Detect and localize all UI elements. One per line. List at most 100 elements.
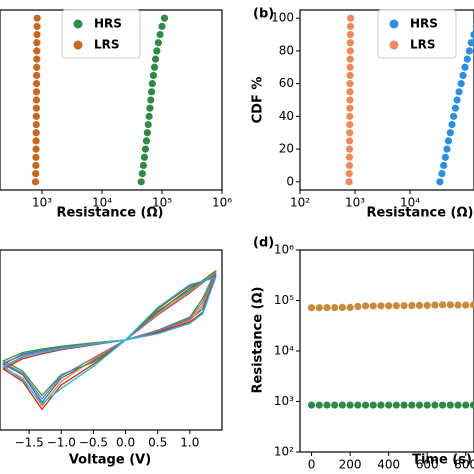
y-tick-label: 10⁵: [274, 293, 294, 307]
y-tick-label: 100: [271, 11, 294, 25]
data-point: [33, 55, 41, 63]
data-point: [400, 302, 408, 310]
iv-curve: [2, 275, 217, 411]
legend-label: LRS: [410, 38, 436, 52]
data-point: [346, 71, 354, 80]
data-point: [443, 145, 451, 153]
y-tick-label: 10³: [274, 394, 294, 408]
x-tick-label: 10⁵: [152, 196, 172, 210]
data-point: [459, 71, 467, 80]
data-point: [346, 39, 354, 47]
data-point: [32, 88, 41, 96]
data-point: [154, 39, 162, 47]
x-tick-label: 0.0: [116, 436, 135, 450]
legend-marker: [73, 40, 83, 50]
data-point: [408, 401, 416, 409]
data-point: [346, 401, 354, 409]
data-point: [346, 47, 354, 55]
data-point: [436, 178, 444, 186]
data-point: [469, 401, 474, 409]
legend-label: LRS: [94, 38, 120, 52]
data-point: [346, 112, 354, 120]
x-tick-label: 0: [308, 458, 316, 472]
data-point: [32, 120, 40, 129]
panel-label: (d): [253, 236, 274, 251]
data-point: [33, 14, 41, 22]
data-point: [32, 96, 41, 104]
y-tick-label: 20: [279, 142, 294, 156]
data-point: [153, 47, 161, 55]
x-tick-label: 0.5: [148, 436, 167, 450]
data-point: [423, 301, 431, 309]
data-point: [469, 301, 474, 309]
data-point: [32, 153, 40, 161]
x-axis-label: Time (s): [412, 453, 472, 468]
data-point: [446, 129, 454, 137]
data-point: [439, 401, 447, 409]
y-axis-label: CDF %: [251, 77, 266, 124]
data-point: [462, 301, 470, 309]
data-point: [139, 161, 148, 170]
plot-area: [1, 270, 217, 411]
data-point: [392, 302, 400, 310]
data-point: [408, 301, 416, 310]
data-point: [369, 401, 377, 409]
data-point: [400, 401, 408, 409]
x-tick-label: 600: [416, 458, 439, 472]
data-point: [147, 96, 155, 104]
data-point: [315, 304, 323, 312]
data-point: [323, 303, 331, 312]
y-tick-label: 80: [279, 43, 294, 57]
data-point: [455, 88, 463, 96]
y-tick-label: 10²: [274, 445, 294, 459]
data-point: [32, 104, 40, 112]
legend-label: HRS: [410, 17, 438, 31]
data-point: [345, 178, 353, 186]
y-tick-label: 0: [286, 174, 294, 188]
data-point: [346, 22, 355, 30]
data-point: [149, 71, 158, 80]
data-point: [346, 104, 354, 112]
data-point: [323, 401, 331, 409]
data-point: [32, 145, 40, 153]
data-point: [463, 55, 471, 63]
plot-frame: [0, 249, 223, 431]
data-point: [331, 401, 339, 409]
data-point: [33, 30, 41, 39]
data-point: [377, 401, 385, 409]
data-point: [354, 401, 362, 409]
data-point: [462, 401, 470, 409]
x-tick-label: −1.0: [47, 436, 76, 450]
data-point: [415, 401, 424, 409]
data-point: [440, 161, 448, 170]
plot-area: [307, 301, 474, 409]
data-point: [454, 401, 462, 409]
data-point: [377, 302, 385, 310]
data-point: [454, 301, 462, 309]
x-tick-label: 10³: [32, 196, 52, 210]
x-tick-label: 800: [454, 458, 474, 472]
y-tick-label: 10⁶: [274, 243, 294, 257]
data-point: [346, 96, 354, 104]
x-tick-label: 10²: [290, 196, 310, 210]
data-point: [346, 80, 354, 88]
data-point: [33, 63, 41, 71]
data-point: [453, 96, 461, 104]
data-point: [457, 80, 465, 88]
data-point: [441, 153, 449, 161]
data-point: [369, 302, 377, 310]
data-point: [423, 401, 431, 409]
x-tick-label: 400: [377, 458, 400, 472]
data-point: [461, 63, 469, 71]
data-point: [150, 63, 159, 71]
y-tick-label: 60: [279, 76, 294, 90]
data-point: [141, 145, 150, 153]
data-point: [431, 301, 439, 309]
data-point: [33, 22, 41, 30]
data-point: [439, 301, 447, 309]
data-point: [446, 401, 454, 409]
data-point: [32, 129, 40, 137]
data-point: [346, 303, 354, 312]
data-point: [32, 161, 40, 170]
iv-curve: [1, 270, 217, 397]
